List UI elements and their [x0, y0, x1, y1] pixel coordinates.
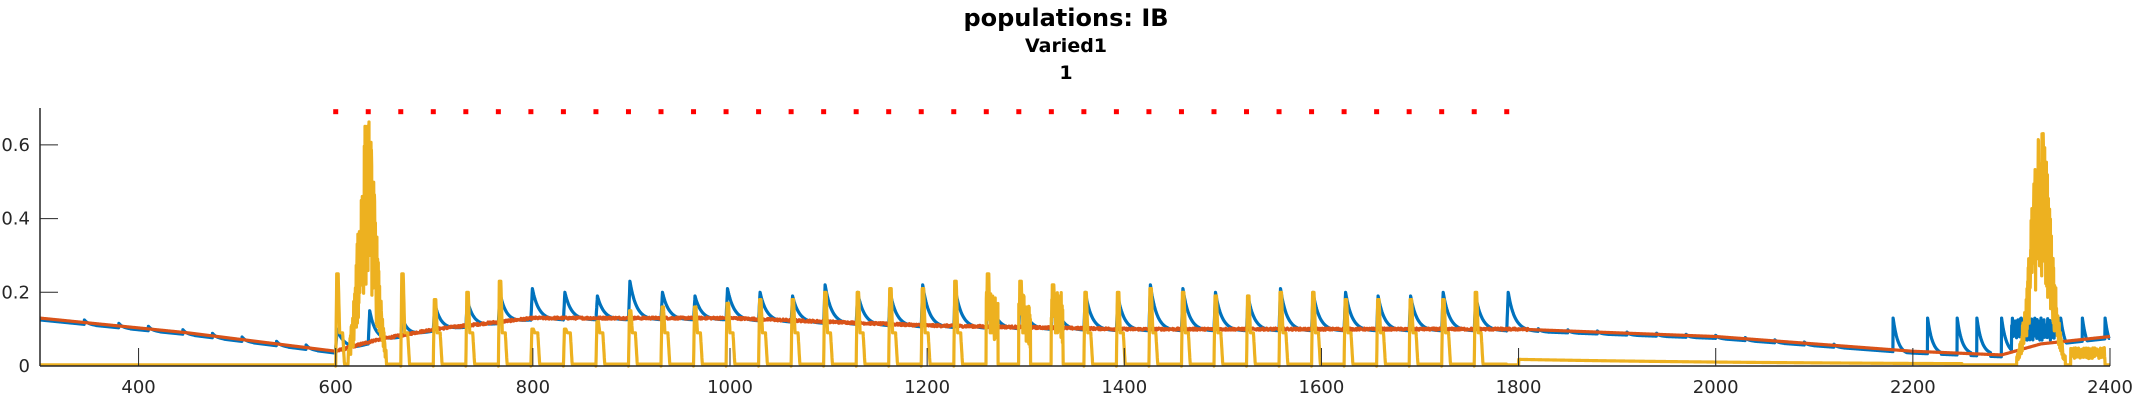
x-tick-label-2200: 2200 [1890, 377, 1936, 398]
stim-marker-3 [430, 109, 436, 115]
chart-subtitle-1: Varied1 [1025, 35, 1107, 57]
stim-marker-2 [398, 109, 404, 115]
stim-marker-16 [853, 109, 859, 115]
stim-marker-15 [821, 109, 827, 115]
chart-subtitle-2: 1 [1059, 62, 1072, 84]
stim-marker-10 [658, 109, 664, 115]
stim-marker-8 [593, 109, 599, 115]
stim-marker-31 [1341, 109, 1347, 115]
stim-marker-9 [625, 109, 631, 115]
stim-marker-36 [1504, 109, 1510, 115]
y-tick-label-1: 0.2 [1, 282, 30, 303]
x-tick-label-2400: 2400 [2087, 377, 2133, 398]
stim-marker-7 [560, 109, 566, 115]
y-tick-label-3: 0.6 [1, 135, 30, 156]
x-tick-label-1400: 1400 [1101, 377, 1147, 398]
stim-marker-12 [723, 109, 729, 115]
stim-marker-4 [463, 109, 469, 115]
stim-marker-19 [951, 109, 957, 115]
stim-marker-6 [528, 109, 534, 115]
x-tick-label-400: 400 [121, 377, 155, 398]
stim-marker-22 [1048, 109, 1054, 115]
stim-marker-24 [1113, 109, 1119, 115]
y-tick-label-0: 0 [19, 356, 30, 377]
x-ticks: 400 600 800 1000 1200 1400 1600 1800 2000 2200 240… [121, 348, 2133, 398]
chart-title: populations: IB [963, 4, 1168, 32]
stim-marker-30 [1309, 109, 1315, 115]
stim-marker-17 [886, 109, 892, 115]
x-tick-label-1600: 1600 [1299, 377, 1345, 398]
y-tick-label-2: 0.4 [1, 209, 30, 230]
x-tick-label-1800: 1800 [1496, 377, 1542, 398]
stim-marker-1 [365, 109, 371, 115]
y-ticks: 0 0.2 0.4 0.6 [1, 135, 58, 377]
stim-marker-14 [788, 109, 794, 115]
stim-marker-20 [983, 109, 989, 115]
stim-marker-18 [918, 109, 924, 115]
x-tick-label-1200: 1200 [904, 377, 950, 398]
series-line-yellow [38, 120, 2112, 368]
stim-marker-25 [1146, 109, 1152, 115]
stim-marker-0 [333, 109, 339, 115]
stim-marker-27 [1211, 109, 1217, 115]
stim-marker-34 [1439, 109, 1445, 115]
x-tick-label-600: 600 [319, 377, 353, 398]
plot-area [38, 120, 2112, 368]
stim-marker-11 [691, 109, 697, 115]
x-tick-label-2000: 2000 [1693, 377, 1739, 398]
x-tick-label-800: 800 [516, 377, 550, 398]
stim-marker-29 [1276, 109, 1282, 115]
stim-marker-35 [1471, 109, 1477, 115]
stim-markers [333, 109, 1510, 115]
stim-marker-28 [1244, 109, 1250, 115]
stim-marker-21 [1016, 109, 1022, 115]
stim-marker-13 [756, 109, 762, 115]
stim-marker-23 [1081, 109, 1087, 115]
stim-marker-32 [1374, 109, 1380, 115]
stim-marker-33 [1406, 109, 1412, 115]
stim-marker-26 [1178, 109, 1184, 115]
x-tick-label-1000: 1000 [707, 377, 753, 398]
stim-marker-5 [495, 109, 501, 115]
